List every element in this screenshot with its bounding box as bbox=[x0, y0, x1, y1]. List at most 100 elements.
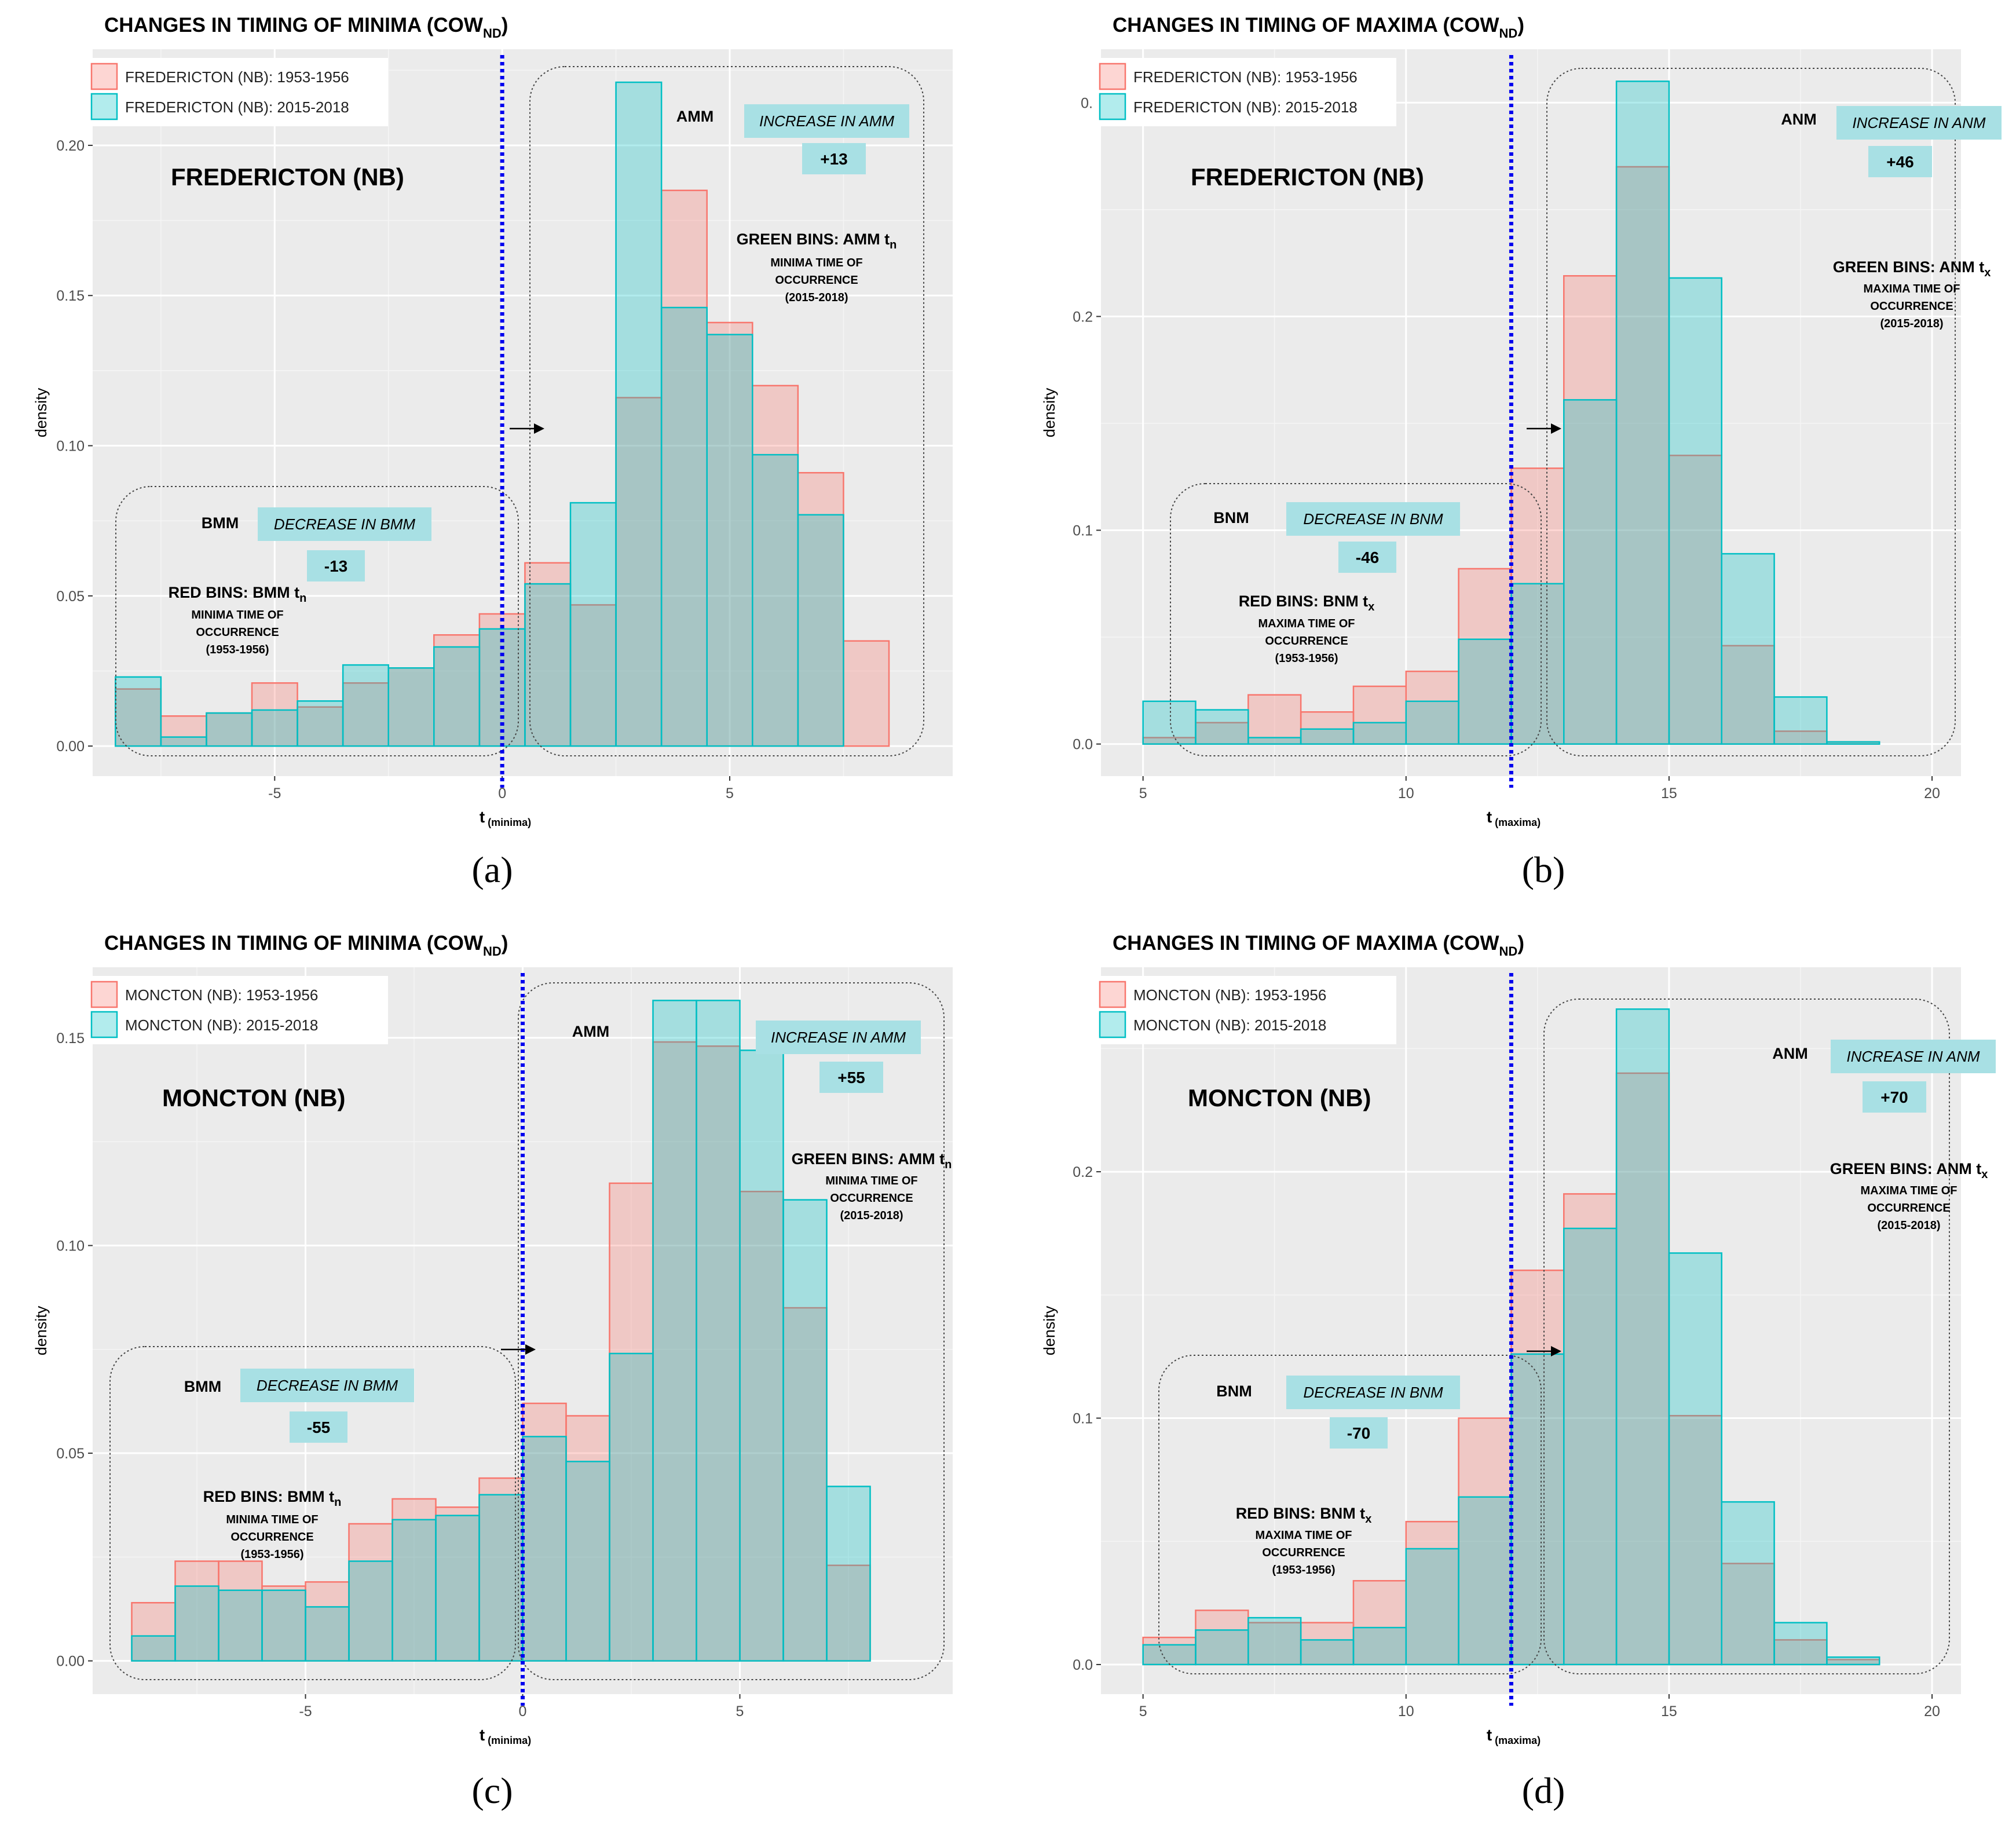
y-tick-label: 0.15 bbox=[56, 1030, 85, 1047]
panel-c: CHANGES IN TIMING OF MINIMA (COWND) 0.00 0… bbox=[0, 918, 1008, 1746]
legend-background bbox=[87, 58, 388, 126]
bar-recent-7 bbox=[433, 646, 481, 747]
bar-recent-12 bbox=[1773, 1622, 1828, 1666]
legend: MONCTON (NB): 1953-1956 MONCTON (NB): 201… bbox=[1095, 976, 1396, 1044]
right-region-box bbox=[1546, 68, 1956, 756]
right-change-label: INCREASE IN ANM bbox=[1852, 114, 1986, 131]
right-change-box bbox=[1836, 106, 2002, 140]
bars bbox=[1142, 81, 1880, 745]
bar-recent-14 bbox=[739, 1049, 784, 1662]
bar-early-11 bbox=[1721, 1563, 1775, 1666]
left-region-box bbox=[115, 486, 519, 756]
y-tick-label: 0.1 bbox=[1073, 1411, 1093, 1427]
histogram-chart-a: CHANGES IN TIMING OF MINIMA (COWND) 0.00 0… bbox=[32, 14, 953, 828]
left-bins-title: RED BINS: BNM tx bbox=[1239, 593, 1375, 613]
x-tick-label: 10 bbox=[1398, 785, 1414, 802]
bar-recent-6 bbox=[387, 667, 435, 747]
y-tick-label: 0.10 bbox=[56, 438, 85, 455]
left-region-name: BMM bbox=[202, 514, 239, 532]
left-bins-desc: MINIMA TIME OF bbox=[226, 1513, 318, 1526]
bar-recent-13 bbox=[706, 334, 753, 747]
bar-early-10 bbox=[1668, 455, 1722, 745]
right-region-box bbox=[518, 982, 945, 1680]
legend-label: FREDERICTON (NB): 1953-1956 bbox=[1133, 68, 1358, 86]
bar-recent-6 bbox=[1458, 638, 1512, 745]
legend-swatch bbox=[90, 1011, 118, 1038]
x-tick-label: 5 bbox=[736, 1703, 744, 1720]
right-bins-desc: (2015-2018) bbox=[1878, 1219, 1941, 1232]
left-bins-desc: (1953-1956) bbox=[241, 1548, 304, 1561]
arrow-head bbox=[1551, 423, 1561, 434]
left-bins-title: RED BINS: BMM tn bbox=[203, 1488, 342, 1509]
bar-recent-15 bbox=[782, 1199, 828, 1662]
city-label: FREDERICTON (NB) bbox=[1191, 163, 1424, 191]
subfigure-label-b: (b) bbox=[1521, 849, 1565, 890]
x-tick-label: -5 bbox=[299, 1703, 312, 1720]
bar-early-7 bbox=[433, 634, 481, 747]
right-change-value-box bbox=[1863, 1081, 1926, 1113]
bar-early-1 bbox=[1195, 722, 1249, 745]
right-bins-desc: MAXIMA TIME OF bbox=[1860, 1184, 1957, 1197]
bar-early-9 bbox=[1615, 1072, 1670, 1666]
right-bins-desc: OCCURRENCE bbox=[830, 1192, 913, 1205]
shift-arrow bbox=[1527, 1346, 1561, 1356]
left-change-value-box bbox=[1338, 542, 1396, 573]
y-tick-label: 0.05 bbox=[56, 588, 85, 605]
legend-label: MONCTON (NB): 2015-2018 bbox=[1133, 1016, 1326, 1034]
left-bins-title: RED BINS: BNM tx bbox=[1236, 1505, 1372, 1526]
x-tick-label: 0 bbox=[519, 1703, 527, 1720]
y-axis-label: density bbox=[32, 1305, 50, 1355]
y-axis-label: density bbox=[32, 387, 50, 437]
bar-early-11 bbox=[609, 1182, 654, 1662]
left-region-box bbox=[1158, 1355, 1542, 1674]
bar-early-6 bbox=[1458, 568, 1512, 745]
left-change-value-box bbox=[307, 550, 365, 581]
arrow-head bbox=[525, 1344, 536, 1355]
left-change-value: -13 bbox=[324, 557, 347, 575]
right-change-value: +70 bbox=[1880, 1088, 1908, 1106]
left-bins-desc: OCCURRENCE bbox=[1262, 1546, 1345, 1559]
right-region-name: ANM bbox=[1781, 111, 1817, 128]
bar-early-10 bbox=[565, 1415, 610, 1662]
y-tick-label: 0.0 bbox=[1073, 1657, 1093, 1673]
bar-recent-5 bbox=[348, 1560, 393, 1662]
bar-early-10 bbox=[1668, 1415, 1722, 1666]
legend: FREDERICTON (NB): 1953-1956 FREDERICTON (… bbox=[1095, 58, 1396, 126]
x-axis-label: t (maxima) bbox=[1487, 808, 1541, 828]
bar-early-11 bbox=[1721, 645, 1775, 745]
legend-label: MONCTON (NB): 2015-2018 bbox=[125, 1016, 318, 1034]
bar-early-4 bbox=[1352, 1580, 1407, 1666]
right-bins-desc: (2015-2018) bbox=[785, 291, 848, 304]
right-bins-title: GREEN BINS: AMM tn bbox=[737, 231, 897, 251]
bar-recent-1 bbox=[160, 736, 207, 747]
left-change-box bbox=[258, 507, 431, 541]
panel-b: CHANGES IN TIMING OF MAXIMA (COWND) 0.0 0.… bbox=[1008, 0, 2016, 828]
right-change-value-box bbox=[1868, 146, 1932, 177]
legend: FREDERICTON (NB): 1953-1956 FREDERICTON (… bbox=[87, 58, 388, 126]
legend-label: FREDERICTON (NB): 2015-2018 bbox=[125, 98, 349, 116]
left-change-value: -55 bbox=[307, 1418, 330, 1436]
legend-swatch bbox=[90, 93, 118, 120]
bar-recent-5 bbox=[1405, 700, 1459, 745]
right-region-name: AMM bbox=[676, 108, 714, 125]
bar-recent-13 bbox=[696, 1000, 741, 1662]
y-axis-label: density bbox=[1041, 387, 1058, 437]
shift-arrow bbox=[1527, 423, 1561, 434]
bar-recent-11 bbox=[1721, 1501, 1775, 1666]
bar-recent-11 bbox=[1721, 553, 1775, 745]
right-region-name: ANM bbox=[1772, 1045, 1808, 1062]
bar-recent-8 bbox=[1563, 399, 1618, 745]
bar-recent-4 bbox=[305, 1606, 350, 1662]
bar-early-12 bbox=[660, 189, 708, 747]
bar-early-10 bbox=[569, 604, 617, 747]
left-bins-desc: (1953-1956) bbox=[1275, 652, 1338, 665]
bar-early-9 bbox=[524, 562, 572, 747]
y-tick-label: 0.00 bbox=[56, 738, 85, 755]
subfigure-label-a: (a) bbox=[471, 849, 513, 890]
bar-recent-9 bbox=[1615, 1008, 1670, 1666]
bar-early-2 bbox=[1247, 1622, 1302, 1666]
bar-recent-0 bbox=[1142, 700, 1197, 745]
bars bbox=[1142, 1008, 1880, 1666]
bar-early-2 bbox=[218, 1560, 263, 1662]
x-axis-label: t (maxima) bbox=[1487, 1726, 1541, 1746]
